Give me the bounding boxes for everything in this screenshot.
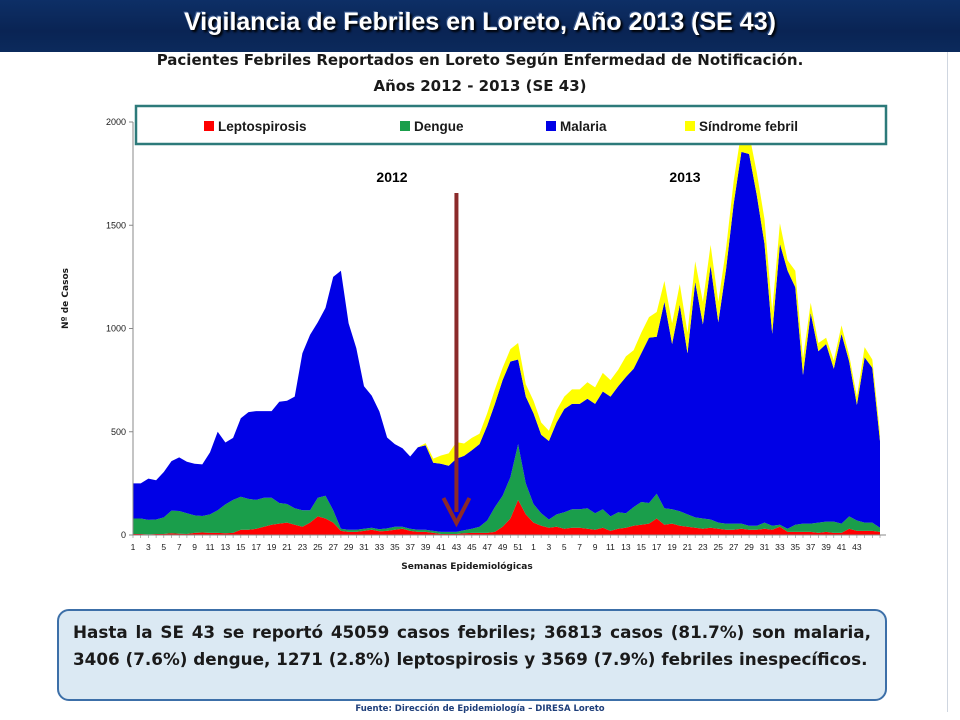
page-title: Vigilancia de Febriles en Loreto, Año 20… <box>184 8 776 36</box>
legend-label-dengue: Dengue <box>414 119 464 134</box>
x-tick-label: 37 <box>406 542 416 552</box>
slide-border <box>947 52 948 712</box>
series-area-leptospirosis <box>133 499 880 535</box>
x-tick-label: 7 <box>177 542 182 552</box>
x-tick-label: 41 <box>436 542 446 552</box>
legend-label-malaria: Malaria <box>560 119 607 134</box>
x-tick-label: 21 <box>282 542 292 552</box>
x-tick-label: 31 <box>760 542 770 552</box>
y-axis-title: Nº de Casos <box>61 268 71 329</box>
y-tick-label: 500 <box>111 427 126 437</box>
x-tick-label: 9 <box>593 542 598 552</box>
x-tick-label: 51 <box>513 542 523 552</box>
y-tick-label: 0 <box>121 530 126 540</box>
x-tick-label: 45 <box>467 542 477 552</box>
x-tick-label: 23 <box>298 542 308 552</box>
x-tick-label: 21 <box>683 542 693 552</box>
source-note: Fuente: Dirección de Epidemiología – DIR… <box>355 704 605 714</box>
x-tick-label: 3 <box>546 542 551 552</box>
summary-text: Hasta la SE 43 se reportó 45059 casos fe… <box>73 622 871 669</box>
x-tick-label: 5 <box>161 542 166 552</box>
series-area-malaria <box>133 151 880 532</box>
summary-box: Hasta la SE 43 se reportó 45059 casos fe… <box>57 609 887 701</box>
x-tick-label: 13 <box>221 542 231 552</box>
x-tick-label: 19 <box>667 542 677 552</box>
x-tick-label: 11 <box>206 542 215 552</box>
x-tick-label: 39 <box>821 542 831 552</box>
x-tick-label: 11 <box>606 542 615 552</box>
y-tick-label: 1500 <box>106 220 126 230</box>
legend-swatch-leptospirosis <box>204 121 214 131</box>
x-tick-label: 1 <box>531 542 536 552</box>
x-tick-label: 7 <box>577 542 582 552</box>
legend-label-leptospirosis: Leptospirosis <box>218 119 307 134</box>
series-area-dengue <box>133 444 880 535</box>
x-tick-label: 5 <box>562 542 567 552</box>
y-tick-label: 2000 <box>106 117 126 127</box>
x-tick-label: 15 <box>637 542 647 552</box>
x-tick-label: 29 <box>744 542 754 552</box>
x-tick-label: 33 <box>375 542 385 552</box>
chart-title-line2: Años 2012 - 2013 (SE 43) <box>373 77 587 95</box>
year-label-2012: 2012 <box>376 169 407 185</box>
legend-swatch-s-ndrome-febril <box>685 121 695 131</box>
legend-box <box>134 104 888 146</box>
y-tick-label: 1000 <box>106 324 126 334</box>
x-tick-label: 43 <box>852 542 862 552</box>
year-label-2013: 2013 <box>669 169 700 185</box>
legend-swatch-malaria <box>546 121 556 131</box>
x-tick-label: 29 <box>344 542 354 552</box>
x-tick-label: 9 <box>192 542 197 552</box>
x-tick-label: 3 <box>146 542 151 552</box>
x-tick-label: 15 <box>236 542 246 552</box>
x-tick-label: 17 <box>251 542 261 552</box>
x-tick-label: 27 <box>328 542 338 552</box>
x-tick-label: 41 <box>837 542 847 552</box>
x-tick-label: 47 <box>483 542 493 552</box>
chart-title-line1: Pacientes Febriles Reportados en Loreto … <box>156 51 804 69</box>
x-tick-label: 31 <box>359 542 369 552</box>
x-tick-label: 13 <box>621 542 631 552</box>
divider-arrow-head <box>441 497 472 528</box>
x-tick-label: 39 <box>421 542 431 552</box>
x-tick-label: 33 <box>775 542 785 552</box>
x-tick-label: 27 <box>729 542 739 552</box>
x-tick-label: 23 <box>698 542 708 552</box>
x-tick-label: 19 <box>267 542 277 552</box>
x-tick-label: 25 <box>714 542 724 552</box>
x-tick-label: 17 <box>652 542 662 552</box>
header-bar <box>0 0 960 52</box>
x-tick-label: 49 <box>498 542 508 552</box>
x-tick-label: 43 <box>452 542 462 552</box>
x-tick-label: 1 <box>131 542 136 552</box>
x-tick-label: 35 <box>390 542 400 552</box>
legend-swatch-dengue <box>400 121 410 131</box>
x-axis-title: Semanas Epidemiológicas <box>401 561 532 572</box>
x-tick-label: 35 <box>791 542 801 552</box>
legend-label-s-ndrome-febril: Síndrome febril <box>699 119 798 134</box>
x-tick-label: 25 <box>313 542 323 552</box>
x-tick-label: 37 <box>806 542 816 552</box>
